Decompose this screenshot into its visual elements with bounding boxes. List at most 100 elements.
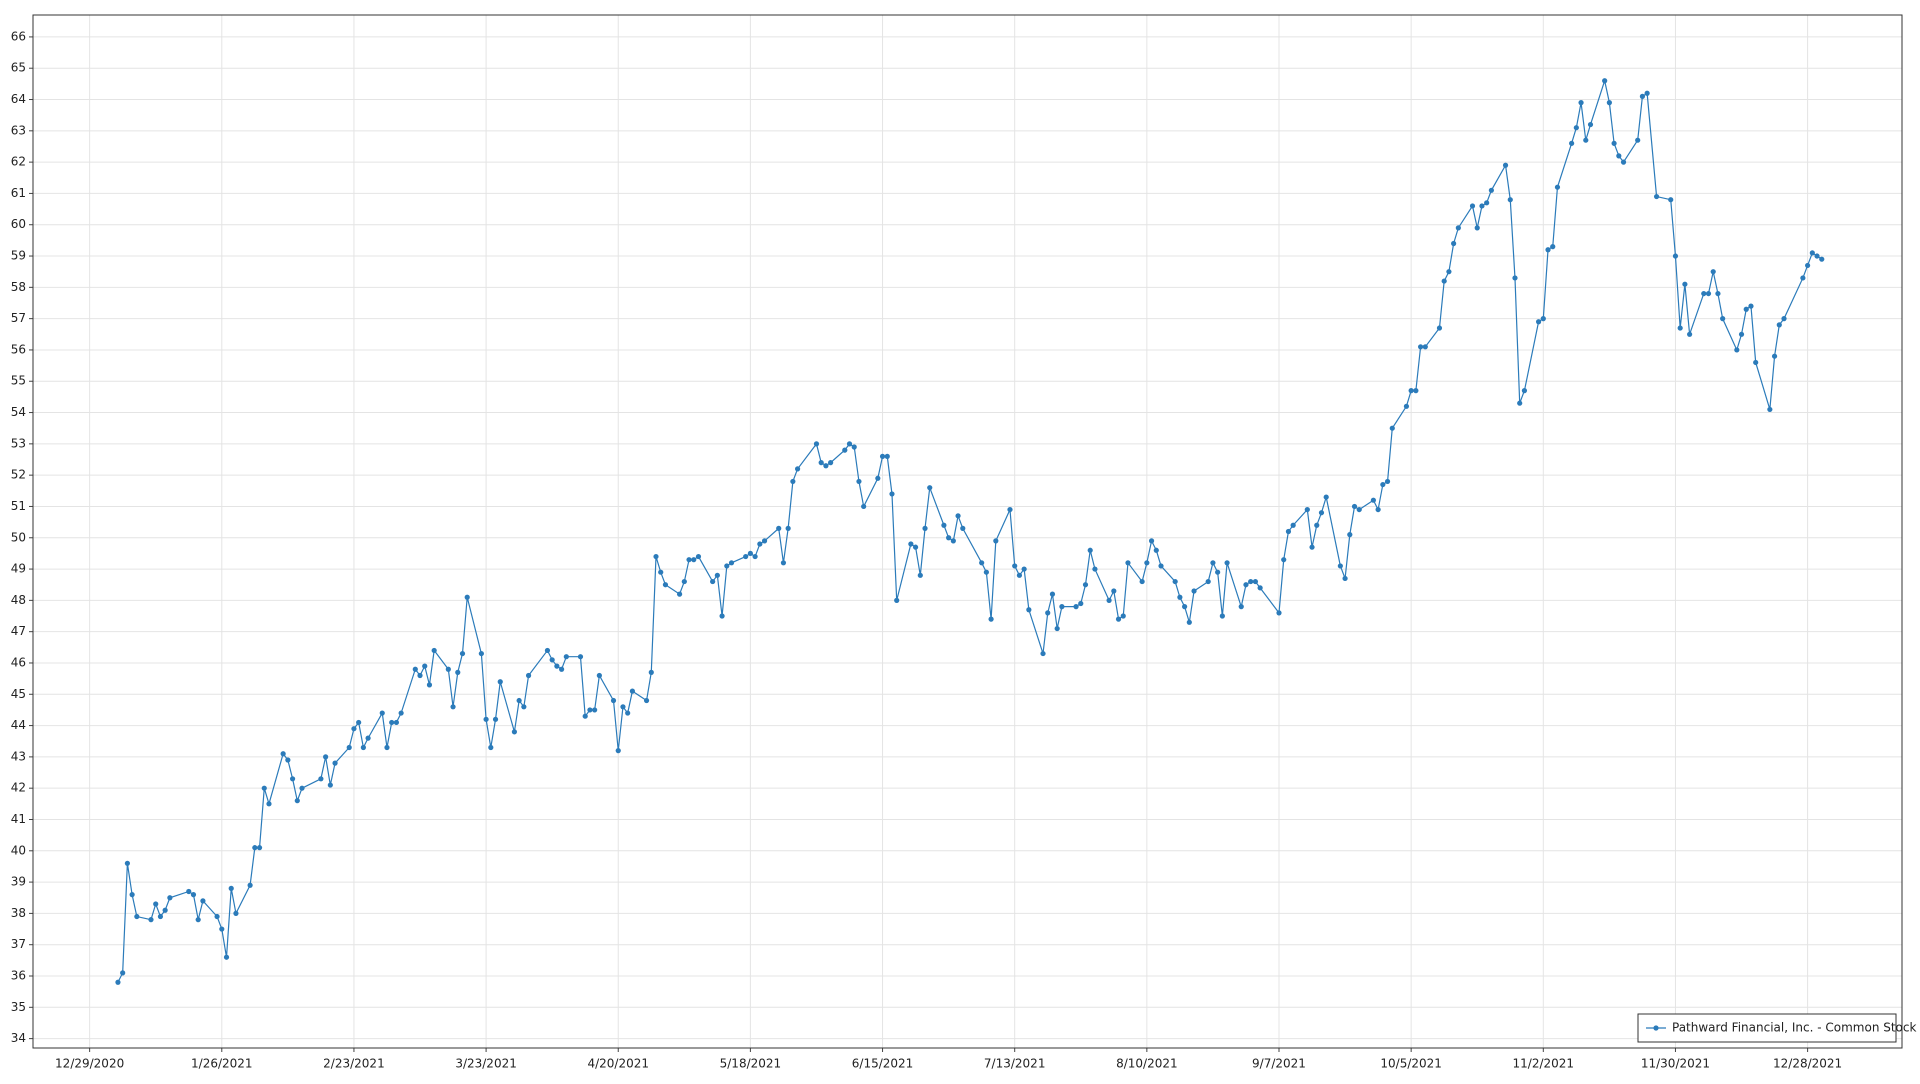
data-point bbox=[1290, 522, 1296, 528]
data-point bbox=[289, 776, 296, 782]
data-point bbox=[828, 460, 834, 466]
data-point bbox=[1639, 93, 1646, 99]
data-point bbox=[1753, 359, 1759, 366]
data-point bbox=[1314, 522, 1320, 528]
data-point bbox=[1276, 610, 1282, 616]
data-point bbox=[577, 654, 584, 660]
y-tick-label: 52 bbox=[11, 468, 26, 482]
data-point bbox=[1158, 563, 1164, 569]
data-point bbox=[927, 485, 933, 491]
x-tick-label: 7/13/2021 bbox=[984, 1057, 1046, 1071]
data-point bbox=[761, 538, 768, 544]
data-point bbox=[332, 760, 338, 766]
data-point bbox=[285, 757, 291, 763]
data-point bbox=[431, 647, 437, 654]
data-point bbox=[1323, 494, 1329, 500]
data-point bbox=[1026, 607, 1032, 613]
data-point bbox=[950, 538, 956, 544]
data-point bbox=[1554, 184, 1561, 190]
data-point bbox=[653, 553, 659, 560]
data-point bbox=[214, 913, 220, 920]
data-point bbox=[993, 538, 999, 544]
data-point bbox=[894, 597, 900, 603]
x-tick-label: 2/23/2021 bbox=[323, 1057, 385, 1071]
y-tick-label: 63 bbox=[11, 123, 26, 137]
data-point bbox=[1045, 610, 1051, 616]
data-point bbox=[563, 654, 569, 660]
data-point bbox=[162, 907, 168, 913]
data-point bbox=[1620, 159, 1627, 165]
data-point bbox=[1347, 532, 1353, 538]
data-point bbox=[157, 913, 164, 920]
data-point bbox=[1521, 388, 1528, 394]
data-point bbox=[714, 572, 720, 578]
data-point bbox=[1569, 140, 1575, 146]
data-point bbox=[459, 650, 466, 657]
data-point bbox=[846, 441, 853, 447]
x-tick-label: 11/30/2021 bbox=[1641, 1057, 1710, 1071]
data-point bbox=[1059, 604, 1065, 610]
data-point bbox=[1125, 560, 1131, 566]
data-point bbox=[728, 560, 735, 566]
y-tick-label: 56 bbox=[11, 342, 26, 356]
data-point bbox=[1814, 253, 1820, 259]
y-tick-label: 58 bbox=[11, 280, 26, 294]
data-point bbox=[587, 707, 593, 713]
data-point bbox=[1356, 506, 1362, 513]
x-tick-label: 5/18/2021 bbox=[720, 1057, 782, 1071]
data-point bbox=[1819, 256, 1825, 262]
data-point bbox=[497, 679, 503, 685]
data-point bbox=[1484, 200, 1490, 206]
data-point bbox=[1738, 331, 1745, 337]
y-tick-label: 47 bbox=[11, 624, 26, 638]
data-point bbox=[629, 688, 636, 694]
y-tick-label: 61 bbox=[11, 186, 26, 200]
data-point bbox=[1243, 582, 1249, 588]
data-point bbox=[393, 719, 400, 726]
x-tick-label: 12/28/2021 bbox=[1773, 1057, 1842, 1071]
data-point bbox=[1172, 578, 1178, 585]
y-tick-label: 46 bbox=[11, 655, 26, 669]
data-point bbox=[266, 801, 272, 807]
y-tick-label: 40 bbox=[11, 843, 26, 857]
data-point bbox=[1583, 137, 1589, 143]
data-point bbox=[120, 970, 126, 976]
data-point bbox=[1177, 594, 1183, 600]
data-point bbox=[757, 541, 763, 547]
y-tick-label: 65 bbox=[11, 61, 26, 75]
y-tick-label: 55 bbox=[11, 374, 26, 388]
data-point bbox=[941, 522, 947, 528]
y-tick-label: 64 bbox=[11, 92, 26, 106]
data-point bbox=[167, 895, 173, 901]
data-point bbox=[695, 553, 702, 560]
data-point bbox=[592, 707, 598, 713]
data-point bbox=[676, 591, 683, 597]
data-point bbox=[596, 672, 602, 679]
data-point bbox=[1384, 478, 1391, 485]
data-point bbox=[1182, 604, 1188, 610]
data-point bbox=[1021, 566, 1027, 572]
data-point bbox=[1281, 557, 1287, 563]
data-point bbox=[1403, 403, 1410, 409]
data-point bbox=[856, 478, 862, 485]
data-point bbox=[1578, 100, 1584, 106]
data-point bbox=[1455, 225, 1461, 231]
data-point bbox=[1087, 547, 1093, 553]
data-point bbox=[1451, 240, 1457, 247]
data-point bbox=[365, 735, 371, 741]
data-point bbox=[912, 544, 919, 550]
data-point bbox=[743, 553, 749, 560]
data-point bbox=[1389, 425, 1395, 431]
data-point bbox=[818, 460, 824, 466]
data-point bbox=[417, 672, 423, 679]
data-point bbox=[1351, 503, 1358, 510]
data-point bbox=[908, 541, 914, 547]
data-point bbox=[1219, 613, 1225, 619]
data-point bbox=[247, 882, 253, 888]
y-tick-label: 42 bbox=[11, 781, 26, 795]
data-point bbox=[1710, 269, 1716, 275]
data-point bbox=[1488, 187, 1494, 193]
data-point bbox=[1224, 560, 1230, 566]
data-point bbox=[1701, 290, 1707, 297]
data-point bbox=[195, 917, 201, 923]
